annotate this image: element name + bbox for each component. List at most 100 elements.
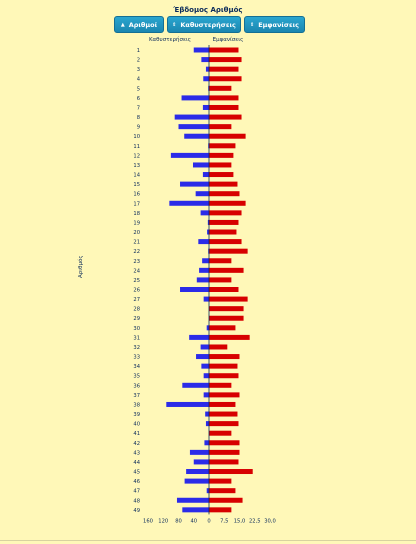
delay-bar — [202, 172, 209, 178]
category-label: 48 — [133, 498, 140, 504]
delay-bar — [178, 124, 209, 130]
category-label: 16 — [133, 192, 140, 198]
appearance-bar — [209, 143, 236, 149]
category-label: 46 — [133, 479, 140, 485]
delay-bar — [174, 114, 209, 120]
x-tick-label: 15,0 — [234, 518, 246, 524]
right-header-label: Εμφανίσεις — [213, 36, 244, 43]
appearance-bar — [209, 248, 248, 254]
category-label: 27 — [133, 297, 140, 303]
category-label: 40 — [133, 422, 140, 428]
appearance-bar — [209, 507, 232, 513]
category-label: 4 — [137, 77, 141, 83]
sort-by-numbers-button[interactable]: ▲ Αριθμοί — [114, 16, 164, 33]
delay-bar — [205, 66, 209, 72]
appearance-bar — [209, 181, 238, 187]
category-label: 25 — [133, 278, 140, 284]
category-label: 18 — [133, 211, 140, 217]
appearance-bar — [209, 152, 234, 158]
appearance-bar — [209, 162, 232, 168]
delay-bar — [184, 478, 209, 484]
delay-bar — [203, 392, 209, 398]
appearance-bar — [209, 354, 240, 360]
delay-bar — [205, 411, 209, 417]
category-label: 17 — [133, 201, 140, 207]
appearance-bar — [209, 104, 239, 110]
delay-bar — [182, 382, 209, 388]
bottom-divider — [0, 540, 416, 541]
delay-bar — [199, 267, 209, 273]
x-tick-label: 7,5 — [220, 518, 228, 524]
appearance-bar — [209, 57, 242, 63]
triangle-up-icon: ▲ — [120, 21, 125, 28]
category-label: 30 — [133, 326, 140, 332]
category-label: 45 — [133, 470, 140, 476]
category-label: 5 — [137, 86, 140, 92]
category-label: 35 — [133, 374, 140, 380]
category-label: 13 — [133, 163, 140, 169]
appearance-bar — [209, 172, 234, 178]
delay-bar — [180, 287, 209, 292]
delay-bar — [207, 229, 209, 235]
category-label: 12 — [133, 153, 140, 159]
x-tick-label: 30,0 — [264, 518, 276, 524]
category-label: 23 — [133, 259, 140, 265]
appearance-bar — [209, 401, 236, 407]
sort-by-appearances-button[interactable]: ⇕ Εμφανίσεις — [244, 16, 305, 33]
y-axis-label: Αριθμός — [78, 255, 84, 278]
appearance-bar — [209, 229, 237, 235]
delay-bar — [203, 373, 209, 379]
appearance-bar — [209, 449, 240, 455]
delay-bar — [170, 152, 209, 158]
delay-bar — [206, 325, 209, 331]
appearance-bar — [209, 133, 246, 139]
category-label: 47 — [133, 489, 140, 495]
appearance-bar — [209, 191, 240, 197]
delay-bar — [202, 104, 209, 110]
category-label: 29 — [133, 316, 140, 322]
category-label: 42 — [133, 441, 140, 447]
appearance-bar — [209, 296, 248, 302]
category-label: 10 — [133, 134, 140, 140]
appearance-bar — [209, 430, 232, 436]
delay-bar — [200, 210, 209, 216]
sort-by-delays-button[interactable]: ⇕ Καθυστερήσεις — [167, 16, 241, 33]
appearance-bar — [209, 488, 236, 494]
appearance-bar — [209, 219, 239, 225]
appearance-bar — [209, 344, 228, 350]
category-label: 1 — [137, 48, 140, 54]
appearance-bar — [209, 114, 242, 120]
delay-bar — [206, 488, 209, 494]
delay-bar — [193, 459, 209, 465]
appearance-bar — [209, 392, 240, 398]
appearance-bar — [209, 66, 239, 72]
category-label: 44 — [133, 460, 140, 466]
category-label: 20 — [133, 230, 140, 236]
delay-bar — [201, 57, 209, 63]
category-label: 32 — [133, 345, 140, 351]
x-tick-label: 0 — [207, 518, 210, 524]
category-label: 41 — [133, 431, 140, 437]
appearance-bar — [209, 459, 239, 465]
sort-by-delays-label: Καθυστερήσεις — [180, 20, 236, 29]
category-label: 28 — [133, 307, 140, 313]
category-label: 26 — [133, 288, 140, 294]
sort-by-appearances-label: Εμφανίσεις — [258, 20, 299, 29]
appearance-bar — [209, 200, 246, 206]
delay-bar — [203, 76, 209, 82]
appearance-bar — [209, 258, 232, 264]
appearance-bar — [209, 325, 236, 331]
category-label: 3 — [137, 67, 140, 73]
x-tick-label: 120 — [158, 518, 168, 524]
category-label: 19 — [133, 220, 140, 226]
appearance-bar — [209, 76, 242, 82]
delay-bar — [192, 162, 209, 168]
delay-bar — [186, 469, 209, 475]
category-label: 8 — [137, 115, 140, 121]
appearance-bar — [209, 124, 232, 130]
appearance-bar — [209, 363, 238, 369]
delay-bar — [169, 200, 209, 206]
category-label: 38 — [133, 402, 140, 408]
category-label: 21 — [133, 240, 140, 246]
